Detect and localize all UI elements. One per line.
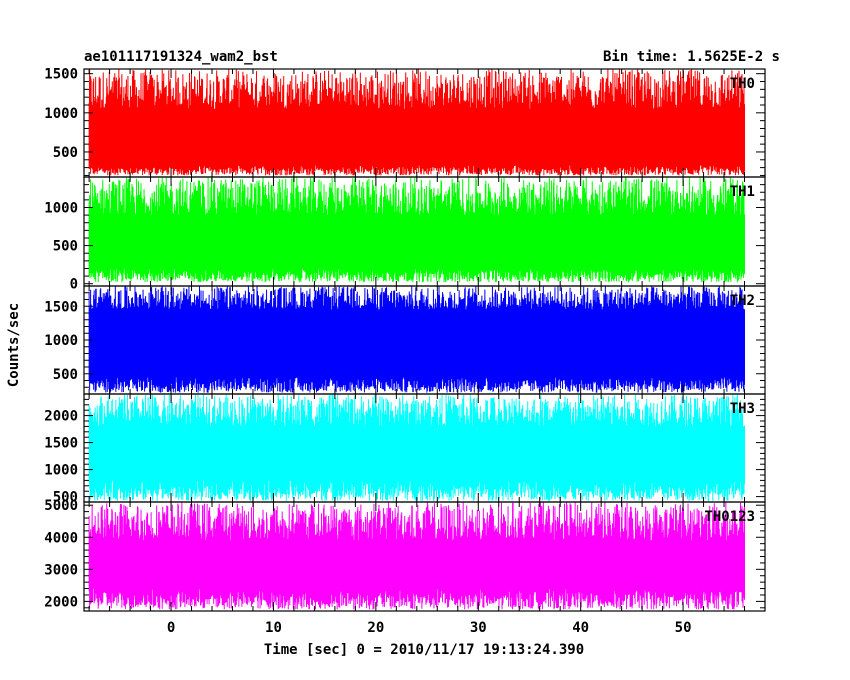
x-tick-label: 50 [675, 620, 692, 636]
y-tick-label: 1000 [44, 106, 78, 122]
panel-th0: 500 1000 1500 TH0 [44, 67, 766, 178]
x-tick-label: 10 [265, 620, 282, 636]
y-tick-label: 1500 [44, 299, 78, 315]
series-label-th0123: TH0123 [704, 509, 755, 525]
x-axis-label: Time [sec] 0 = 2010/11/17 19:13:24.390 [264, 642, 584, 658]
y-tick-label: 2000 [44, 409, 78, 425]
y-tick-label: 5000 [44, 498, 78, 514]
bin-time-label: Bin time: 1.5625E-2 s [603, 49, 780, 65]
x-tick-label: 30 [470, 620, 487, 636]
x-tick-label: 20 [367, 620, 384, 636]
y-tick-label: 500 [53, 239, 78, 255]
y-tick-label: 500 [53, 145, 78, 161]
series-label-th1: TH1 [730, 184, 755, 200]
y-tick-label: 500 [53, 490, 78, 506]
panel-th1: 0 500 1000 TH1 [44, 176, 766, 293]
chart-title: ae101117191324_wam2_bst [84, 49, 278, 65]
y-tick-label: 3000 [44, 562, 78, 578]
panel-th2: 500 1000 1500 TH2 [44, 285, 766, 395]
y-tick-label: 4000 [44, 530, 78, 546]
series-label-th3: TH3 [730, 401, 755, 417]
y-tick-label: 1000 [44, 463, 78, 479]
x-tick-label: 0 [167, 620, 175, 636]
panel-th3: 500 1000 1500 2000 TH3 [44, 393, 766, 506]
series-th1-line [88, 177, 746, 283]
y-tick-label: 500 [53, 367, 78, 383]
series-th0123-line [88, 502, 746, 610]
y-axis-label: Counts/sec [6, 303, 22, 387]
y-tick-label: 1000 [44, 333, 78, 349]
series-th0-line [88, 69, 746, 176]
x-tick-label: 40 [572, 620, 589, 636]
series-label-th2: TH2 [730, 293, 755, 309]
series-label-th0: TH0 [730, 76, 755, 92]
y-tick-label: 1000 [44, 200, 78, 216]
series-th3-line [88, 394, 746, 501]
y-tick-label: 1500 [44, 67, 78, 83]
y-tick-label: 2000 [44, 594, 78, 610]
series-th2-line [88, 286, 746, 393]
y-tick-label: 1500 [44, 436, 78, 452]
panel-th0123: 2000 3000 4000 5000 TH0123 [44, 498, 766, 612]
y-tick-label: 0 [70, 277, 78, 293]
